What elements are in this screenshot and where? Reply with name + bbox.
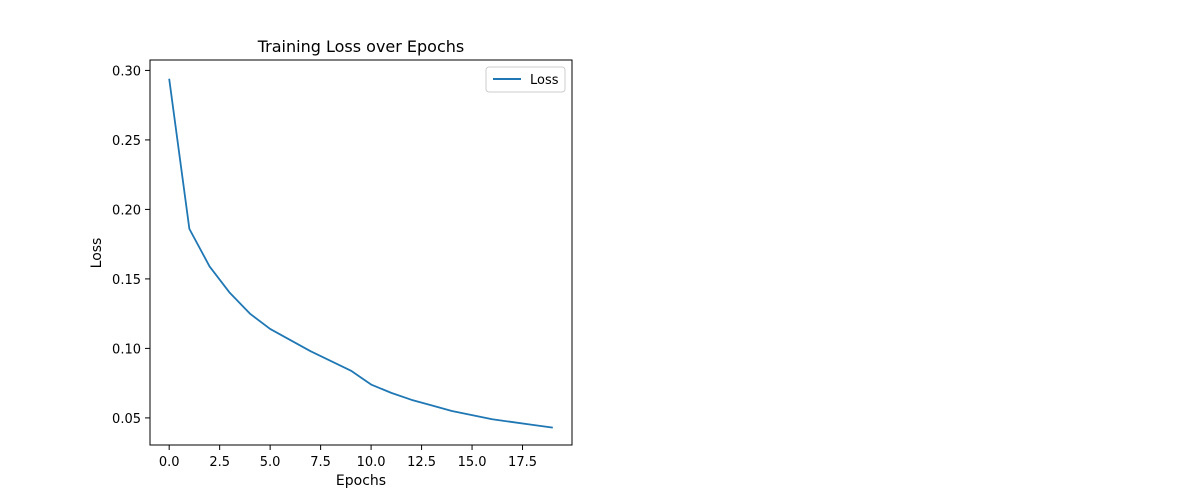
x-tick-label: 12.5 bbox=[407, 455, 436, 470]
x-tick-label: 15.0 bbox=[458, 455, 487, 470]
y-tick-label: 0.25 bbox=[112, 134, 141, 149]
y-tick-label: 0.10 bbox=[112, 342, 141, 357]
legend-label: Loss bbox=[530, 73, 559, 88]
legend-box bbox=[485, 66, 566, 93]
y-tick-label: 0.15 bbox=[112, 273, 141, 288]
x-axis-label: Epochs bbox=[336, 473, 386, 489]
y-axis-label: Loss bbox=[89, 238, 105, 269]
x-axis-ticks: 0.0 2.5 5.0 7.5 10.0 12.5 15.0 17.5 bbox=[159, 445, 537, 470]
chart-title: Training Loss over Epochs bbox=[257, 37, 465, 56]
x-tick-label: 2.5 bbox=[209, 455, 230, 470]
y-tick-label: 0.20 bbox=[112, 203, 141, 218]
x-tick-label: 5.0 bbox=[260, 455, 281, 470]
y-tick-label: 0.05 bbox=[112, 412, 141, 427]
y-axis-ticks: 0.05 0.10 0.15 0.20 0.25 0.30 bbox=[112, 64, 150, 427]
x-tick-label: 7.5 bbox=[310, 455, 331, 470]
y-tick-label: 0.30 bbox=[112, 64, 141, 79]
x-tick-label: 17.5 bbox=[508, 455, 537, 470]
x-tick-label: 0.0 bbox=[159, 455, 180, 470]
plot-area-frame bbox=[149, 59, 573, 446]
series-line-loss bbox=[168, 78, 553, 429]
plot-series bbox=[168, 78, 553, 429]
x-tick-label: 10.0 bbox=[357, 455, 386, 470]
legend: Loss bbox=[485, 66, 566, 93]
